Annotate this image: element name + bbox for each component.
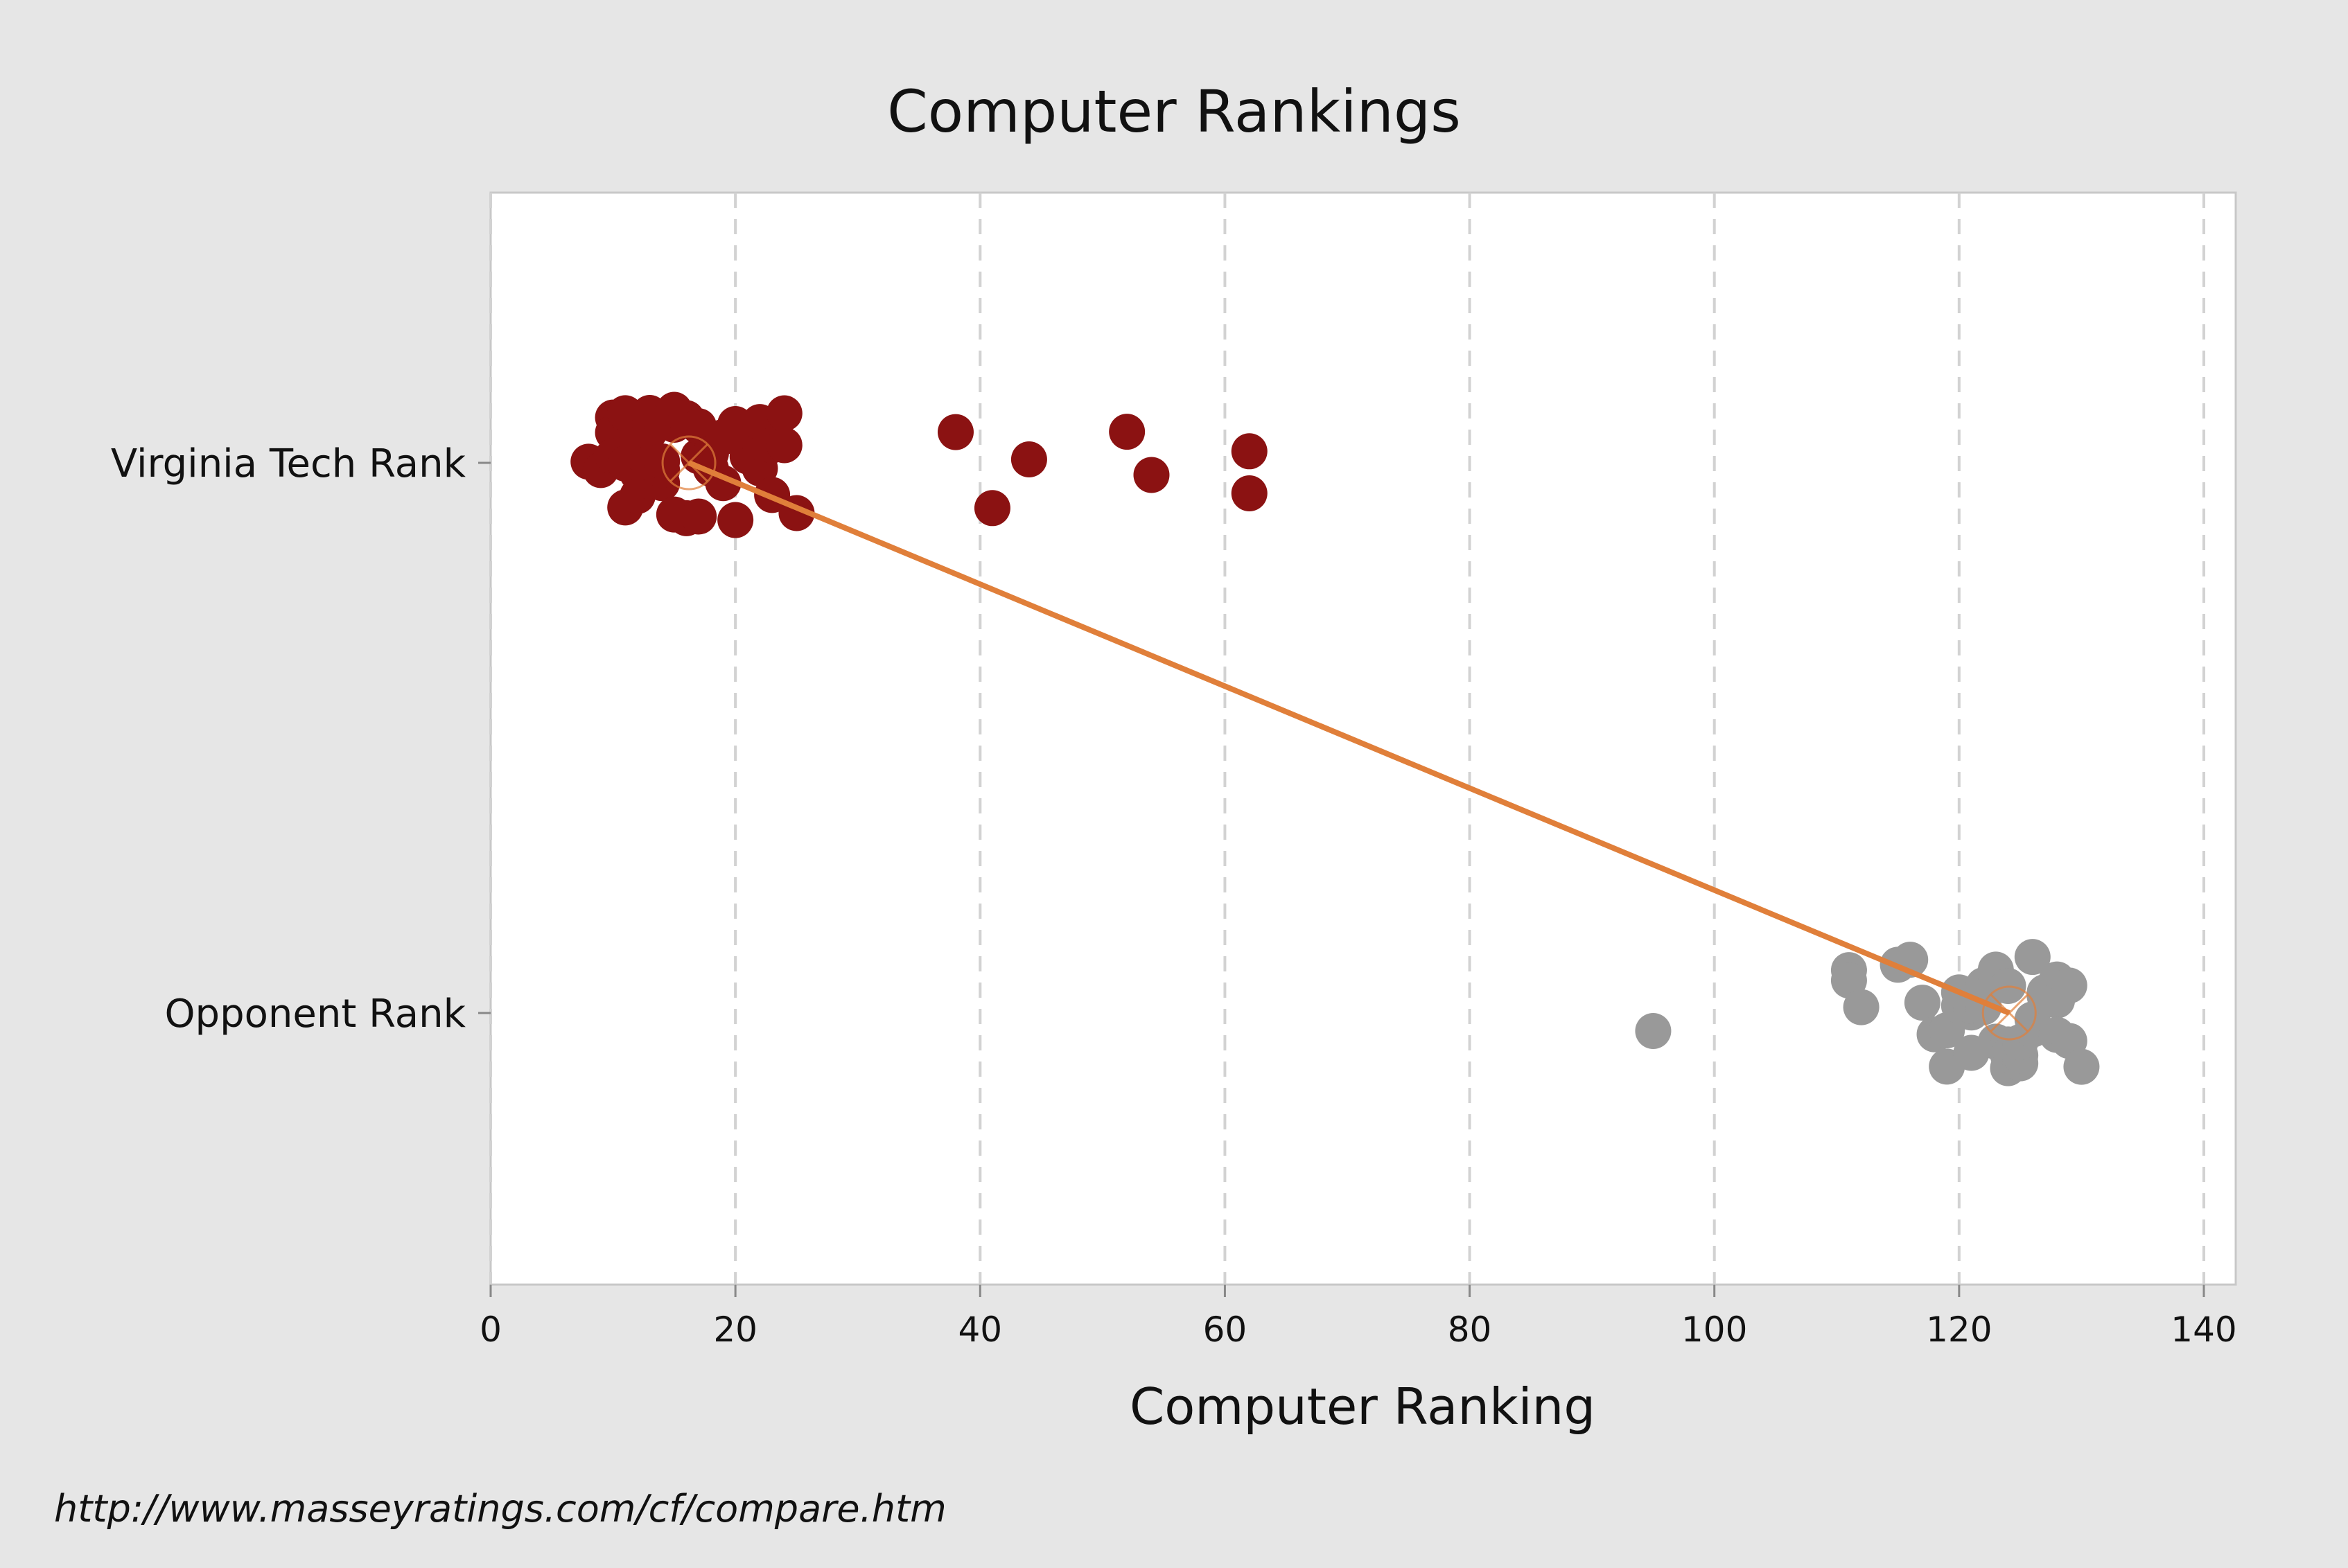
mean-marker: [661, 435, 717, 491]
data-point: [937, 414, 974, 450]
mean-marker: [1981, 985, 2037, 1041]
x-tick-label: 60: [1203, 1310, 1247, 1350]
data-point: [974, 490, 1010, 527]
mean-marker-cross: [1990, 994, 2029, 1032]
x-tick-label: 120: [1926, 1310, 1992, 1350]
x-tick-label: 80: [1448, 1310, 1492, 1350]
data-point: [2063, 1048, 2100, 1085]
mean-connector-line: [687, 460, 2010, 1016]
y-category-label: Opponent Rank: [164, 992, 466, 1037]
x-tick-label: 100: [1681, 1310, 1747, 1350]
plot-area: [489, 191, 2237, 1286]
y-axis: Virginia Tech Rank Opponent Rank: [111, 441, 491, 1037]
x-tick-label: 140: [2171, 1310, 2236, 1350]
data-point: [2051, 967, 2087, 1004]
x-tick-label: 20: [713, 1310, 757, 1350]
source-note: http://www.masseyratings.com/cf/compare.…: [54, 1487, 947, 1531]
data-point: [766, 427, 803, 464]
y-category-label: Virginia Tech Rank: [111, 441, 466, 486]
data-point: [1231, 475, 1268, 512]
data-point: [1010, 441, 1047, 478]
mean-marker-cross: [669, 443, 708, 482]
data-point: [1231, 433, 1268, 470]
chart-title: Computer Rankings: [887, 78, 1461, 146]
data-point: [1133, 457, 1170, 493]
gridlines: [489, 193, 2205, 1285]
data-point: [1904, 985, 1940, 1021]
x-tick-label: 0: [480, 1310, 502, 1350]
data-point: [1843, 989, 1880, 1025]
data-point: [2014, 939, 2051, 976]
data-point: [717, 502, 754, 538]
data-point: [1635, 1012, 1672, 1049]
data-point: [681, 498, 717, 535]
data-point: [766, 395, 803, 432]
x-axis: 0 20 40 60 80 100 120 140: [480, 1285, 2237, 1350]
x-axis-title: Computer Ranking: [1130, 1377, 1595, 1436]
data-point: [1109, 414, 1146, 450]
x-tick-label: 40: [958, 1310, 1002, 1350]
mean-markers: [661, 435, 2037, 1041]
